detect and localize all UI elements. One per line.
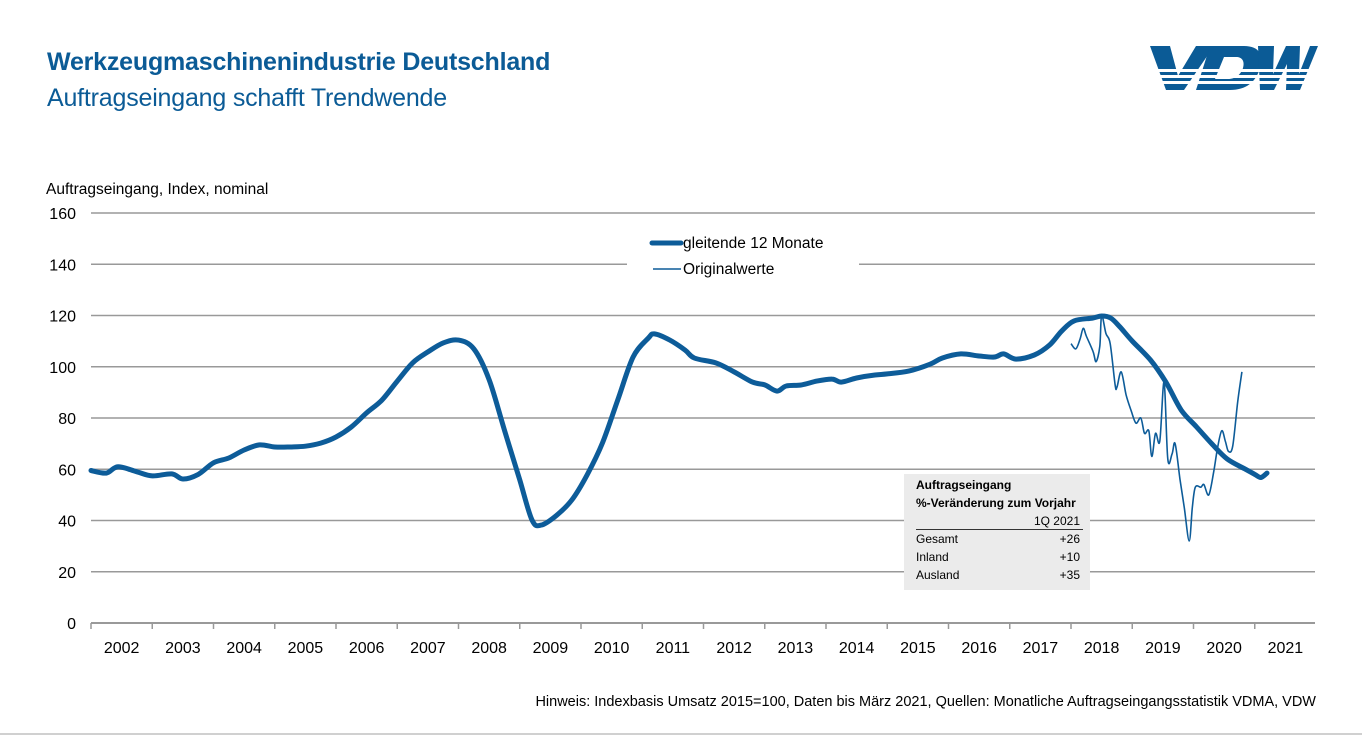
info-box-period: 1Q 2021 <box>1033 514 1080 528</box>
x-tick-label: 2009 <box>533 640 569 657</box>
page-subtitle: Auftragseingang schafft Trendwende <box>47 84 447 112</box>
y-tick-label: 40 <box>58 514 76 531</box>
info-box-divider <box>916 529 1083 530</box>
x-tick-label: 2017 <box>1023 640 1059 657</box>
x-tick-label: 2003 <box>165 640 201 657</box>
y-tick-label: 20 <box>58 565 76 582</box>
info-box-row: Inland +10 <box>916 550 1080 566</box>
y-tick-label: 100 <box>49 360 76 377</box>
y-axis-ticks: 0 20 40 60 80 100 120 140 160 <box>49 206 76 633</box>
y-tick-label: 140 <box>49 257 76 274</box>
x-tick-label: 2005 <box>288 640 324 657</box>
x-tick-label: 2012 <box>716 640 752 657</box>
series-gleitende-12-monate <box>88 313 1270 529</box>
x-tick-label: 2010 <box>594 640 630 657</box>
x-tick-label: 2015 <box>900 640 936 657</box>
x-tick-label: 2011 <box>656 640 691 657</box>
row-value: +26 <box>1059 532 1080 546</box>
gridlines <box>91 212 1315 573</box>
x-tick-label: 2021 <box>1268 640 1304 657</box>
row-label: Ausland <box>916 568 960 582</box>
info-box-row: Gesamt +26 <box>916 532 1080 548</box>
y-axis-title: Auftragseingang, Index, nominal <box>46 181 269 198</box>
x-tick-label: 2008 <box>471 640 507 657</box>
row-label: Gesamt <box>916 532 959 546</box>
vdw-logo-icon <box>1150 46 1318 90</box>
y-tick-label: 160 <box>49 206 76 223</box>
info-box: Auftragseingang %-Veränderung zum Vorjah… <box>904 474 1090 590</box>
x-axis: 2002 2003 2004 2005 2006 2007 2008 2009 2010 2011… <box>90 622 1315 657</box>
y-tick-label: 120 <box>49 309 76 326</box>
y-tick-label: 60 <box>58 462 76 479</box>
bottom-divider <box>0 733 1362 735</box>
x-tick-label: 2020 <box>1206 640 1242 657</box>
footnote: Hinweis: Indexbasis Umsatz 2015=100, Dat… <box>535 694 1316 710</box>
info-box-subheading: %-Veränderung zum Vorjahr <box>916 496 1076 510</box>
info-box-heading: Auftragseingang <box>916 478 1012 492</box>
legend-label: gleitende 12 Monate <box>683 235 823 252</box>
legend: gleitende 12 Monate Originalwerte <box>649 235 823 278</box>
x-tick-label: 2006 <box>349 640 385 657</box>
x-tick-label: 2019 <box>1145 640 1181 657</box>
x-tick-label: 2014 <box>839 640 875 657</box>
row-value: +35 <box>1059 568 1080 582</box>
series-originalwerte <box>1070 314 1243 542</box>
x-tick-label: 2002 <box>104 640 140 657</box>
x-tick-label: 2013 <box>778 640 814 657</box>
y-tick-label: 80 <box>58 411 76 428</box>
x-tick-label: 2007 <box>410 640 446 657</box>
x-tick-label: 2018 <box>1084 640 1120 657</box>
row-value: +10 <box>1059 550 1080 564</box>
x-tick-label: 2004 <box>226 640 262 657</box>
page-title: Werkzeugmaschinenindustrie Deutschland <box>47 48 551 76</box>
info-box-row: Ausland +35 <box>916 568 1080 584</box>
y-tick-label: 0 <box>67 616 76 633</box>
row-label: Inland <box>916 550 949 564</box>
legend-label: Originalwerte <box>683 261 774 278</box>
x-tick-label: 2016 <box>961 640 997 657</box>
series-lines <box>88 313 1270 542</box>
